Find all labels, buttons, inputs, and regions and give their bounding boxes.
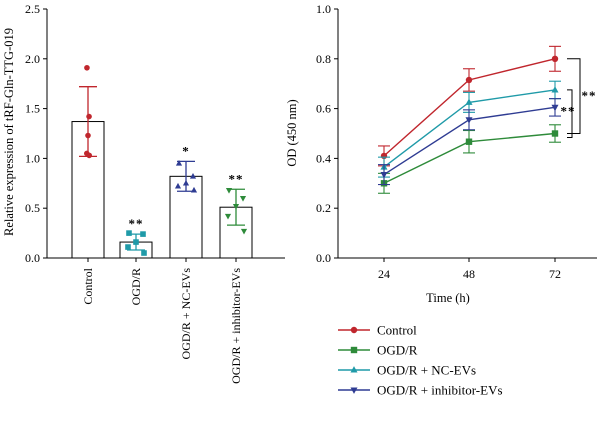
line-chart-xlabel: Time (h): [426, 291, 470, 305]
y-tick-label: 0.0: [316, 251, 331, 265]
x-tick-label: 72: [549, 267, 561, 281]
legend-item: OGD/R + NC-EVs: [338, 363, 476, 378]
data-point: [85, 132, 91, 139]
bar-chart-xlabels: Control OGD/R OGD/R + NC-EVs OGD/R + inhibi…: [81, 267, 243, 384]
data-point: [551, 55, 559, 62]
data-point: [190, 186, 198, 193]
legend-label: OGD/R + NC-EVs: [377, 363, 476, 378]
line-chart-xticks: 24 48 72: [378, 258, 561, 281]
data-point: [86, 152, 92, 159]
y-tick-label: 0.6: [316, 102, 331, 116]
significance-label: **: [229, 171, 244, 186]
bracket-evs-vs-ogdr: [567, 89, 573, 138]
y-tick-label: 0.2: [316, 201, 331, 215]
legend-marker: [350, 326, 358, 334]
y-tick-label: 1.5: [25, 102, 40, 116]
data-point: [126, 230, 132, 236]
data-point: [551, 104, 559, 112]
data-point: [225, 188, 233, 194]
data-point: [465, 117, 473, 124]
x-category-label: OGD/R + inhibitor-EVs: [229, 268, 243, 384]
y-tick-label: 0.0: [25, 251, 40, 265]
significance-label: **: [561, 103, 576, 118]
line-chart-ylabel: OD (450 nm): [285, 99, 299, 166]
data-point: [174, 182, 182, 189]
line-chart-axes: [337, 9, 597, 259]
legend-item: OGD/R + inhibitor-EVs: [338, 383, 503, 398]
legend-label: Control: [377, 323, 417, 338]
y-tick-label: 2.5: [25, 2, 40, 16]
x-tick-label: 48: [463, 267, 475, 281]
line-chart-yticks: 0.0 0.2 0.4 0.6 0.8 1.0: [316, 2, 338, 265]
y-tick-label: 0.5: [25, 201, 40, 215]
legend-label: OGD/R + inhibitor-EVs: [377, 383, 503, 398]
significance-label: **: [129, 216, 144, 231]
significance-label: *: [182, 143, 190, 158]
bar-chart-points: [84, 64, 248, 256]
series-3: [378, 98, 561, 186]
line-chart-significance: ** **: [561, 58, 597, 138]
line-chart: OD (450 nm) Time (h) 0.00.20.40.60.81.0 …: [285, 2, 597, 305]
x-category-label: OGD/R: [129, 268, 143, 305]
legend-marker: [350, 387, 358, 394]
data-point: [125, 244, 131, 250]
data-point: [551, 130, 559, 137]
y-tick-label: 1.0: [316, 2, 331, 16]
data-point: [84, 64, 90, 71]
data-point: [182, 179, 190, 186]
data-point: [86, 113, 92, 120]
bracket-control-vs-ogdr: [567, 58, 581, 134]
data-point: [465, 76, 473, 84]
y-tick-label: 2.0: [25, 52, 40, 66]
bar-chart: Relative expression of tRF-Gln-TTG-019 0…: [2, 2, 285, 384]
series-1: [378, 124, 561, 194]
line-chart-series: [378, 45, 561, 194]
data-point: [232, 203, 240, 210]
legend-item: Control: [338, 323, 417, 338]
data-point: [175, 160, 183, 166]
data-point: [133, 239, 139, 245]
y-tick-label: 1.0: [25, 151, 40, 165]
data-point: [465, 98, 473, 105]
data-point: [140, 231, 146, 237]
data-point: [240, 228, 248, 235]
x-category-label: Control: [81, 267, 95, 304]
bar-chart-ylabel: Relative expression of tRF-Gln-TTG-019: [2, 28, 16, 236]
y-tick-label: 0.8: [316, 52, 331, 66]
bar-chart-yticks: 0.0 0.5 1.0 1.5 2.0 2.5: [25, 2, 47, 265]
x-tick-label: 24: [378, 267, 390, 281]
x-category-label: OGD/R + NC-EVs: [179, 268, 193, 360]
data-point: [224, 213, 232, 220]
legend-label: OGD/R: [377, 343, 418, 358]
legend: Control OGD/R OGD/R + NC-EVs OGD/R + inhibi…: [338, 323, 503, 398]
legend-marker: [350, 366, 358, 373]
significance-label: **: [582, 88, 597, 103]
data-point: [239, 196, 247, 202]
data-point: [465, 138, 473, 145]
y-tick-label: 0.4: [316, 151, 331, 165]
data-point: [380, 172, 388, 179]
data-point: [141, 250, 147, 256]
legend-marker: [350, 346, 358, 354]
bar-chart-bars: *****: [71, 86, 253, 262]
legend-item: OGD/R: [338, 343, 418, 358]
data-point: [551, 86, 559, 93]
data-point: [189, 172, 197, 179]
